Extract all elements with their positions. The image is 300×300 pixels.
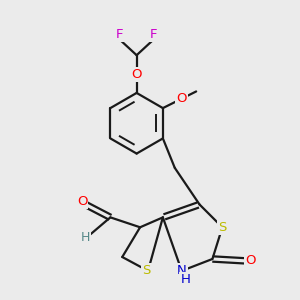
Text: S: S (218, 221, 226, 234)
Text: F: F (116, 28, 123, 41)
Text: O: O (77, 195, 87, 208)
Text: O: O (176, 92, 187, 105)
Text: S: S (142, 264, 151, 278)
Text: O: O (245, 254, 256, 268)
Text: N: N (177, 264, 187, 278)
Text: H: H (80, 231, 90, 244)
Text: O: O (131, 68, 142, 81)
Text: F: F (150, 28, 157, 41)
Text: H: H (180, 273, 190, 286)
